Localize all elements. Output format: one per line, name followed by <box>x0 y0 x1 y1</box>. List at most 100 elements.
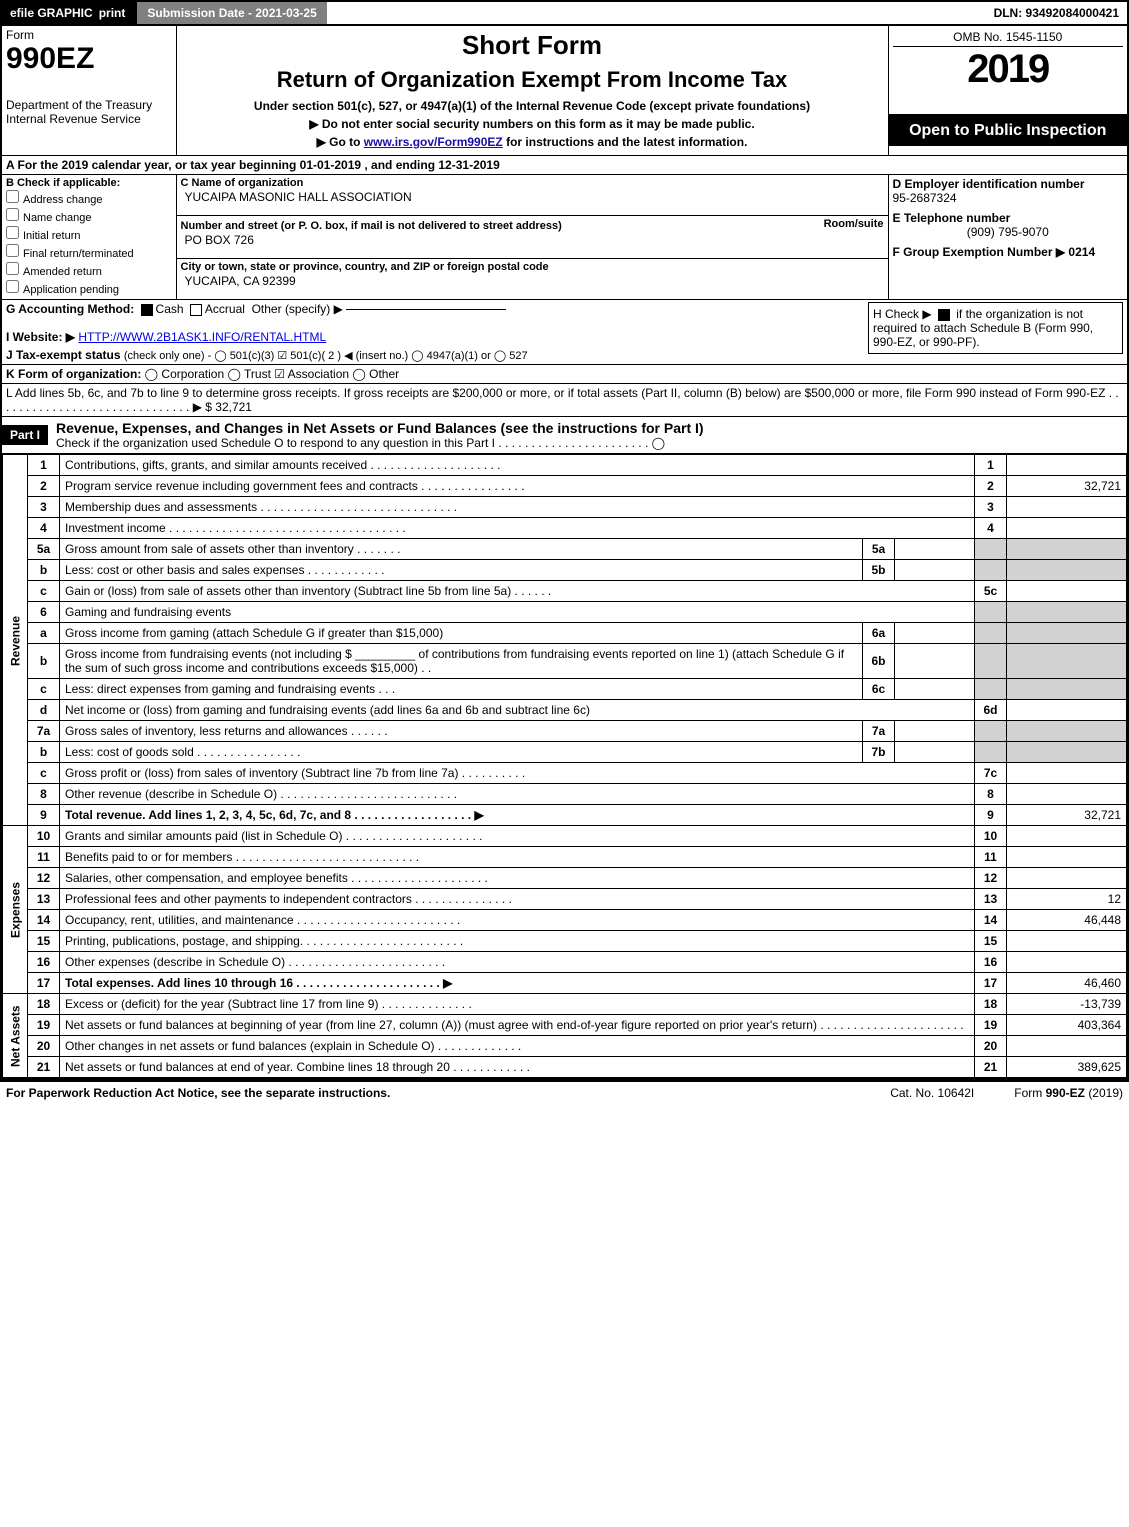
part1-header: Part I Revenue, Expenses, and Changes in… <box>1 417 1128 454</box>
line-17-text: Total expenses. Add lines 10 through 16 … <box>65 976 452 990</box>
line-21-text: Net assets or fund balances at end of ye… <box>60 1057 975 1078</box>
open-inspection: Open to Public Inspection <box>889 115 1128 146</box>
efile-label: efile GRAPHIC <box>10 6 93 20</box>
h-pre: H Check ▶ <box>873 307 935 321</box>
part1-check-text: Check if the organization used Schedule … <box>56 436 665 450</box>
line-7c: c Gross profit or (loss) from sales of i… <box>3 763 1127 784</box>
line-6d: d Net income or (loss) from gaming and f… <box>3 700 1127 721</box>
line-13: 13 Professional fees and other payments … <box>3 889 1127 910</box>
city-block: City or town, state or province, country… <box>176 259 888 300</box>
footer-right: Form 990-EZ (2019) <box>1014 1086 1123 1100</box>
g-cash-cb[interactable] <box>141 304 153 316</box>
irs-label: Internal Revenue Service <box>6 112 172 126</box>
cb-amended-return[interactable]: Amended return <box>6 261 172 279</box>
header-center: Short Form Return of Organization Exempt… <box>176 25 888 156</box>
street-label: Number and street (or P. O. box, if mail… <box>181 220 562 232</box>
d-label: D Employer identification number <box>893 177 1124 191</box>
goto-post: for instructions and the latest informat… <box>506 135 747 149</box>
row-g-h: H Check ▶ if the organization is not req… <box>1 300 1128 365</box>
line-8-text: Other revenue (describe in Schedule O) .… <box>60 784 975 805</box>
g-other: Other (specify) ▶ <box>252 302 343 316</box>
lines-container: Revenue 1 Contributions, gifts, grants, … <box>1 454 1128 1080</box>
line-21: 21 Net assets or fund balances at end of… <box>3 1057 1127 1078</box>
cb-final-return[interactable]: Final return/terminated <box>6 243 172 261</box>
line-13-text: Professional fees and other payments to … <box>60 889 975 910</box>
line-20: 20 Other changes in net assets or fund b… <box>3 1036 1127 1057</box>
efile-badge: efile GRAPHIC print <box>2 2 133 24</box>
k-rest: ◯ Corporation ◯ Trust ☑ Association ◯ Ot… <box>145 367 399 381</box>
ein-value: 95-2687324 <box>893 191 1124 205</box>
line-5b: b Less: cost or other basis and sales ex… <box>3 560 1127 581</box>
line-5a-sub <box>895 539 975 560</box>
cb-initial-return[interactable]: Initial return <box>6 225 172 243</box>
topbar-spacer <box>327 2 986 24</box>
goto-link[interactable]: www.irs.gov/Form990EZ <box>364 135 503 149</box>
street-value: PO BOX 726 <box>181 232 884 251</box>
j-label: J Tax-exempt status <box>6 348 121 362</box>
f-value: 0214 <box>1068 245 1095 259</box>
line-7a-text: Gross sales of inventory, less returns a… <box>60 721 863 742</box>
line-1-amount <box>1007 455 1127 476</box>
k-label: K Form of organization: <box>6 367 141 381</box>
cb-application-pending[interactable]: Application pending <box>6 279 172 297</box>
line-6: 6 Gaming and fundraising events <box>3 602 1127 623</box>
f-label: F Group Exemption Number ▶ <box>893 245 1066 259</box>
row-k: K Form of organization: ◯ Corporation ◯ … <box>1 365 1128 384</box>
line-11: 11 Benefits paid to or for members . . .… <box>3 847 1127 868</box>
line-15: 15 Printing, publications, postage, and … <box>3 931 1127 952</box>
g-label: G Accounting Method: <box>6 302 134 316</box>
short-form-title: Short Form <box>181 30 884 61</box>
sidebar-netassets: Net Assets <box>3 994 28 1078</box>
line-20-text: Other changes in net assets or fund bala… <box>60 1036 975 1057</box>
form-number: 990EZ <box>6 42 172 76</box>
website-link[interactable]: HTTP://WWW.2B1ASK1.INFO/RENTAL.HTML <box>78 330 326 344</box>
line-1-text: Contributions, gifts, grants, and simila… <box>60 455 975 476</box>
phone-value: (909) 795-9070 <box>893 225 1124 239</box>
submission-date: Submission Date - 2021-03-25 <box>133 2 326 24</box>
goto-line: ▶ Go to www.irs.gov/Form990EZ for instru… <box>181 135 884 149</box>
line-3-amount <box>1007 497 1127 518</box>
cb-address-change[interactable]: Address change <box>6 189 172 207</box>
footer-center: Cat. No. 10642I <box>850 1086 1014 1100</box>
line-9-amount: 32,721 <box>1007 805 1127 826</box>
line-5c-amount <box>1007 581 1127 602</box>
form-word: Form <box>6 28 172 42</box>
g-accrual-cb[interactable] <box>190 304 202 316</box>
row-l: L Add lines 5b, 6c, and 7b to line 9 to … <box>1 384 1128 417</box>
line-16-text: Other expenses (describe in Schedule O) … <box>60 952 975 973</box>
line-6a: a Gross income from gaming (attach Sched… <box>3 623 1127 644</box>
part1-badge: Part I <box>2 425 48 445</box>
line-4-amount <box>1007 518 1127 539</box>
line-6c: c Less: direct expenses from gaming and … <box>3 679 1127 700</box>
city-label: City or town, state or province, country… <box>181 261 884 273</box>
line-18: Net Assets 18 Excess or (deficit) for th… <box>3 994 1127 1015</box>
street-block: Number and street (or P. O. box, if mail… <box>176 215 888 258</box>
b-letter: B <box>6 177 14 189</box>
section-c: C Name of organization YUCAIPA MASONIC H… <box>176 175 888 216</box>
line-5c-text: Gain or (loss) from sale of assets other… <box>60 581 975 602</box>
cb-name-change[interactable]: Name change <box>6 207 172 225</box>
line-19-amount: 403,364 <box>1007 1015 1127 1036</box>
section-h: H Check ▶ if the organization is not req… <box>868 302 1123 354</box>
tax-year: 2019 <box>893 47 1124 92</box>
line-3: 3 Membership dues and assessments . . . … <box>3 497 1127 518</box>
line-19-text: Net assets or fund balances at beginning… <box>60 1015 975 1036</box>
line-14: 14 Occupancy, rent, utilities, and maint… <box>3 910 1127 931</box>
subtitle: Under section 501(c), 527, or 4947(a)(1)… <box>181 99 884 113</box>
line-18-text: Excess or (deficit) for the year (Subtra… <box>60 994 975 1015</box>
main-title: Return of Organization Exempt From Incom… <box>181 67 884 93</box>
goto-pre: ▶ Go to <box>317 135 364 149</box>
line-12: 12 Salaries, other compensation, and emp… <box>3 868 1127 889</box>
line-19: 19 Net assets or fund balances at beginn… <box>3 1015 1127 1036</box>
h-checkbox[interactable] <box>938 309 950 321</box>
line-5b-text: Less: cost or other basis and sales expe… <box>60 560 863 581</box>
line-2-text: Program service revenue including govern… <box>60 476 975 497</box>
line-5c: c Gain or (loss) from sale of assets oth… <box>3 581 1127 602</box>
g-other-blank[interactable] <box>346 309 506 310</box>
lines-table: Revenue 1 Contributions, gifts, grants, … <box>2 454 1127 1078</box>
header-right-top: OMB No. 1545-1150 2019 <box>888 25 1128 114</box>
period-row: A For the 2019 calendar year, or tax yea… <box>1 156 1128 175</box>
line-4-text: Investment income . . . . . . . . . . . … <box>60 518 975 539</box>
print-link[interactable]: print <box>99 6 126 20</box>
line-5a-text: Gross amount from sale of assets other t… <box>60 539 863 560</box>
